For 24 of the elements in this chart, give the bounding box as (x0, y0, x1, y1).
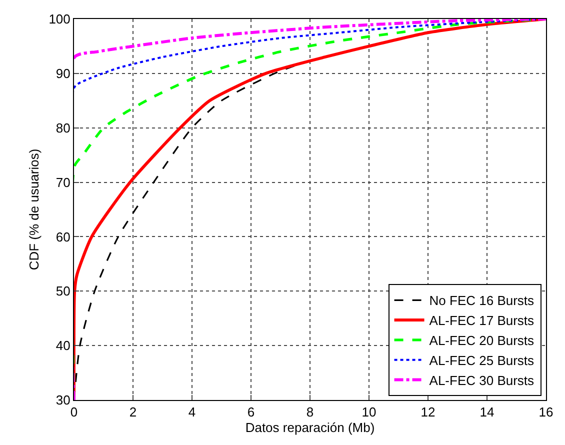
y-axis-title: CDF (% de usuarios) (26, 148, 42, 270)
y-tick-label: 60 (56, 229, 70, 244)
x-tick-label: 4 (188, 404, 196, 420)
y-tick-label: 90 (56, 66, 70, 81)
x-tick-label: 2 (129, 404, 137, 420)
legend-label: No FEC 16 Bursts (429, 293, 535, 308)
y-tick-label: 40 (56, 338, 70, 354)
x-tick-label: 16 (538, 404, 554, 420)
y-tick-label: 50 (56, 284, 70, 299)
x-axis-title: Datos reparación (Mb) (245, 420, 375, 436)
y-tick-label: 70 (56, 174, 70, 190)
x-tick-label: 12 (420, 404, 436, 420)
legend-label: AL-FEC 25 Bursts (429, 352, 535, 368)
x-tick-label: 10 (362, 404, 376, 420)
legend-label: AL-FEC 17 Bursts (429, 313, 535, 328)
y-tick-label: 80 (56, 120, 70, 136)
legend-label: AL-FEC 30 Bursts (429, 372, 535, 388)
x-tick-label: 6 (247, 404, 255, 420)
x-tick-label: 14 (480, 404, 494, 420)
y-tick-label: 100 (48, 12, 70, 27)
x-tick-label: 8 (306, 404, 314, 420)
x-tick-label: 0 (70, 404, 78, 420)
legend-label: AL-FEC 20 Bursts (429, 333, 535, 348)
y-tick-label: 30 (56, 392, 70, 408)
